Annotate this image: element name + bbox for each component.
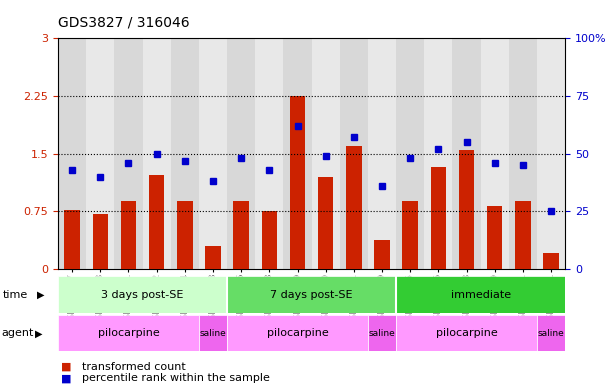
Text: ■: ■: [61, 373, 71, 383]
Bar: [515, 201, 531, 269]
Bar: [424, 38, 453, 269]
Bar: [459, 150, 474, 269]
Bar: [431, 167, 446, 269]
Text: GDS3827 / 316046: GDS3827 / 316046: [58, 15, 189, 29]
Bar: [396, 315, 537, 351]
Bar: [92, 214, 108, 269]
Bar: [396, 276, 565, 313]
Bar: [177, 201, 192, 269]
Bar: [453, 38, 481, 269]
Text: agent: agent: [1, 328, 34, 338]
Text: ■: ■: [61, 362, 71, 372]
Bar: [284, 38, 312, 269]
Bar: [481, 38, 509, 269]
Text: pilocarpine: pilocarpine: [436, 328, 497, 338]
Bar: [199, 315, 227, 351]
Bar: [396, 38, 424, 269]
Bar: [312, 38, 340, 269]
Text: percentile rank within the sample: percentile rank within the sample: [82, 373, 270, 383]
Bar: [170, 38, 199, 269]
Bar: [403, 201, 418, 269]
Text: pilocarpine: pilocarpine: [98, 328, 159, 338]
Bar: [227, 38, 255, 269]
Text: transformed count: transformed count: [82, 362, 186, 372]
Bar: [114, 38, 142, 269]
Bar: [346, 146, 362, 269]
Text: pilocarpine: pilocarpine: [266, 328, 328, 338]
Bar: [121, 201, 136, 269]
Bar: [233, 201, 249, 269]
Bar: [318, 177, 334, 269]
Bar: [58, 276, 227, 313]
Bar: [368, 315, 396, 351]
Bar: [509, 38, 537, 269]
Text: saline: saline: [200, 329, 227, 338]
Bar: [64, 210, 80, 269]
Bar: [58, 315, 199, 351]
Bar: [227, 315, 368, 351]
Bar: [262, 211, 277, 269]
Text: saline: saline: [368, 329, 395, 338]
Bar: [375, 240, 390, 269]
Bar: [537, 315, 565, 351]
Bar: [142, 38, 170, 269]
Bar: [255, 38, 284, 269]
Bar: [290, 96, 306, 269]
Text: ▶: ▶: [37, 290, 44, 300]
Bar: [340, 38, 368, 269]
Bar: [58, 38, 86, 269]
Text: 3 days post-SE: 3 days post-SE: [101, 290, 184, 300]
Bar: [537, 38, 565, 269]
Bar: [199, 38, 227, 269]
Bar: [86, 38, 114, 269]
Bar: [368, 38, 396, 269]
Bar: [227, 276, 396, 313]
Text: saline: saline: [538, 329, 565, 338]
Bar: [487, 206, 502, 269]
Bar: [205, 246, 221, 269]
Text: ▶: ▶: [35, 328, 42, 338]
Text: time: time: [3, 290, 28, 300]
Bar: [543, 253, 559, 269]
Bar: [149, 175, 164, 269]
Text: immediate: immediate: [450, 290, 511, 300]
Text: 7 days post-SE: 7 days post-SE: [270, 290, 353, 300]
